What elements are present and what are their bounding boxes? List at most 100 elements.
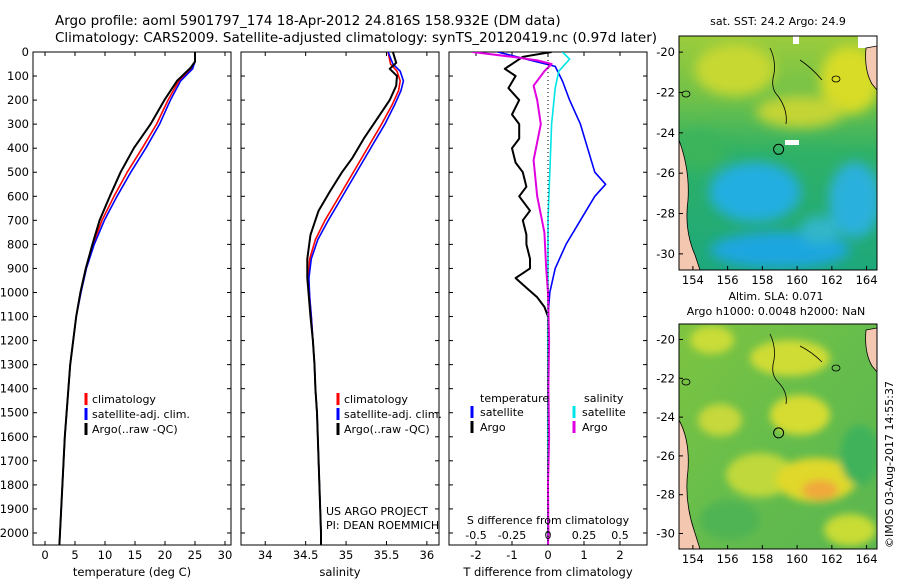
sla-lat-axis: -20 -22 -24 -26 -28 -30 xyxy=(656,333,683,540)
figure-title-line2: Climatology: CARS2009. Satellite-adjuste… xyxy=(55,30,657,46)
sst-lat-axis: -20 -22 -24 -26 -28 -30 xyxy=(656,45,683,261)
sst-missing-data xyxy=(858,36,877,48)
depth-tick-label: 1200 xyxy=(0,334,29,348)
depth-tick-label: 100 xyxy=(7,69,29,83)
depth-tick-label: 300 xyxy=(7,117,29,131)
depth-tick-label: 2000 xyxy=(0,526,29,540)
depth-tick-label: 1100 xyxy=(0,310,29,324)
sst-map-title: sat. SST: 24.2 Argo: 24.9 xyxy=(710,15,846,28)
s-tick-label: 0.5 xyxy=(611,529,629,542)
depth-tick-label: 1700 xyxy=(0,454,29,468)
depth-tick-label: 500 xyxy=(7,165,29,179)
lon-tick-label: 160 xyxy=(786,273,808,287)
x-tick-label: 2 xyxy=(616,548,623,562)
depth-tick-label: 800 xyxy=(7,237,29,251)
depth-tick-label: 1400 xyxy=(0,382,29,396)
x-tick-label: 1 xyxy=(580,548,587,562)
x-tick-label: 20 xyxy=(158,548,173,562)
depth-tick-label: 400 xyxy=(7,141,29,155)
pi-annotation: PI: DEAN ROEMMICH xyxy=(326,519,439,532)
lon-tick-label: 156 xyxy=(717,273,739,287)
lat-tick-label: -28 xyxy=(656,488,675,502)
figure-title-line1: Argo profile: aoml 5901797_174 18-Apr-20… xyxy=(55,13,561,29)
lon-tick-label: 162 xyxy=(821,273,843,287)
x-tick-label: 36 xyxy=(420,548,435,562)
salinity-panel: 34 34.5 35 35.5 36 salinity climatology sate… xyxy=(240,51,442,579)
lat-tick-label: -30 xyxy=(656,247,675,261)
depth-tick-label: 0 xyxy=(22,45,29,59)
depth-tick-label: 1900 xyxy=(0,502,29,516)
temperature-plot-frame xyxy=(32,51,232,546)
temperature-panel: 0100200300400500600700800900100011001200… xyxy=(0,45,232,579)
imos-stamp: ©IMOS 03-Aug-2017 14:55:37 xyxy=(883,381,896,548)
salinity-depth-ticks xyxy=(241,51,439,534)
legend-satellite: satellite-adj. clim. xyxy=(92,408,190,421)
s-tick-label: -0.5 xyxy=(465,529,486,542)
sla-map-title-line2: Argo h1000: 0.0048 h2000: NaN xyxy=(687,305,866,318)
salinity-x-axis: 34 34.5 35 35.5 36 xyxy=(258,52,434,562)
salinity-legend: climatology satellite-adj. clim. Argo(..… xyxy=(336,393,442,436)
salinity-lines xyxy=(306,52,405,545)
lat-tick-label: -26 xyxy=(656,449,675,463)
sst-map-field xyxy=(679,36,877,270)
legend-temperature-header: temperature xyxy=(480,392,549,405)
legend-climatology: climatology xyxy=(344,393,408,406)
temperature-x-label: temperature (deg C) xyxy=(73,565,191,579)
legend-argo: Argo(..raw -QC) xyxy=(344,423,430,436)
sst-map-panel: sat. SST: 24.2 Argo: 24.9 xyxy=(656,15,878,287)
x-tick-label: 10 xyxy=(98,548,113,562)
x-tick-label: 34.5 xyxy=(293,548,319,562)
sla-map-field xyxy=(679,324,877,549)
x-tick-label: 25 xyxy=(188,548,203,562)
depth-tick-label: 1000 xyxy=(0,285,29,299)
depth-tick-label: 600 xyxy=(7,189,29,203)
difference-depth-ticks xyxy=(449,51,647,534)
lat-tick-label: -22 xyxy=(656,85,675,99)
depth-tick-label: 200 xyxy=(7,93,29,107)
lat-tick-label: -28 xyxy=(656,207,675,221)
project-annotation: US ARGO PROJECT xyxy=(326,505,428,518)
legend-salinity-header: salinity xyxy=(584,392,624,405)
temperature-x-axis: 0 5 10 15 20 25 30 xyxy=(41,52,232,562)
series-line-argo-raw-qc- xyxy=(306,52,398,545)
s-difference-axis-label: S difference from climatology xyxy=(467,514,630,527)
sst-map-frame xyxy=(678,35,878,271)
lon-tick-label: 154 xyxy=(682,552,704,566)
x-tick-label: 15 xyxy=(128,548,143,562)
lat-tick-label: -20 xyxy=(656,45,675,59)
series-line-salinity-argo xyxy=(472,52,553,545)
difference-panel: -2 -1 0 1 2 S difference from climatology -0… xyxy=(448,51,648,579)
sla-map-panel: Altim. SLA: 0.071 Argo h1000: 0.0048 h20… xyxy=(656,290,878,566)
lat-tick-label: -26 xyxy=(656,166,675,180)
lat-tick-label: -20 xyxy=(656,333,675,347)
depth-tick-label: 700 xyxy=(7,213,29,227)
x-tick-label: 35 xyxy=(339,548,354,562)
lon-tick-label: 154 xyxy=(682,273,704,287)
depth-tick-label: 1800 xyxy=(0,478,29,492)
x-tick-label: 0 xyxy=(41,548,48,562)
sla-map-title-line1: Altim. SLA: 0.071 xyxy=(728,290,823,303)
difference-x-axis: -2 -1 0 1 2 xyxy=(470,52,624,562)
lat-tick-label: -24 xyxy=(656,126,675,140)
sla-map-frame xyxy=(678,323,878,550)
legend-sal-argo: Argo xyxy=(582,421,608,434)
sst-coastline xyxy=(679,139,701,270)
lon-tick-label: 164 xyxy=(856,552,878,566)
temperature-legend: climatology satellite-adj. clim. Argo(..… xyxy=(84,393,190,436)
lon-tick-label: 158 xyxy=(751,552,773,566)
x-tick-label: -1 xyxy=(506,548,517,562)
sst-argo-marker xyxy=(773,143,785,155)
sla-lon-axis: 154 156 158 160 162 164 xyxy=(682,545,878,566)
t-difference-x-label: T difference from climatology xyxy=(462,565,633,579)
lat-tick-label: -30 xyxy=(656,526,675,540)
depth-tick-label: 900 xyxy=(7,261,29,275)
depth-tick-label: 1300 xyxy=(0,358,29,372)
s-tick-label: 0 xyxy=(545,529,552,542)
x-tick-label: 34 xyxy=(258,548,273,562)
temperature-lines xyxy=(58,52,196,545)
lon-tick-label: 164 xyxy=(856,273,878,287)
x-tick-label: -2 xyxy=(470,548,481,562)
lon-tick-label: 160 xyxy=(786,552,808,566)
s-tick-label: 0.25 xyxy=(572,529,597,542)
